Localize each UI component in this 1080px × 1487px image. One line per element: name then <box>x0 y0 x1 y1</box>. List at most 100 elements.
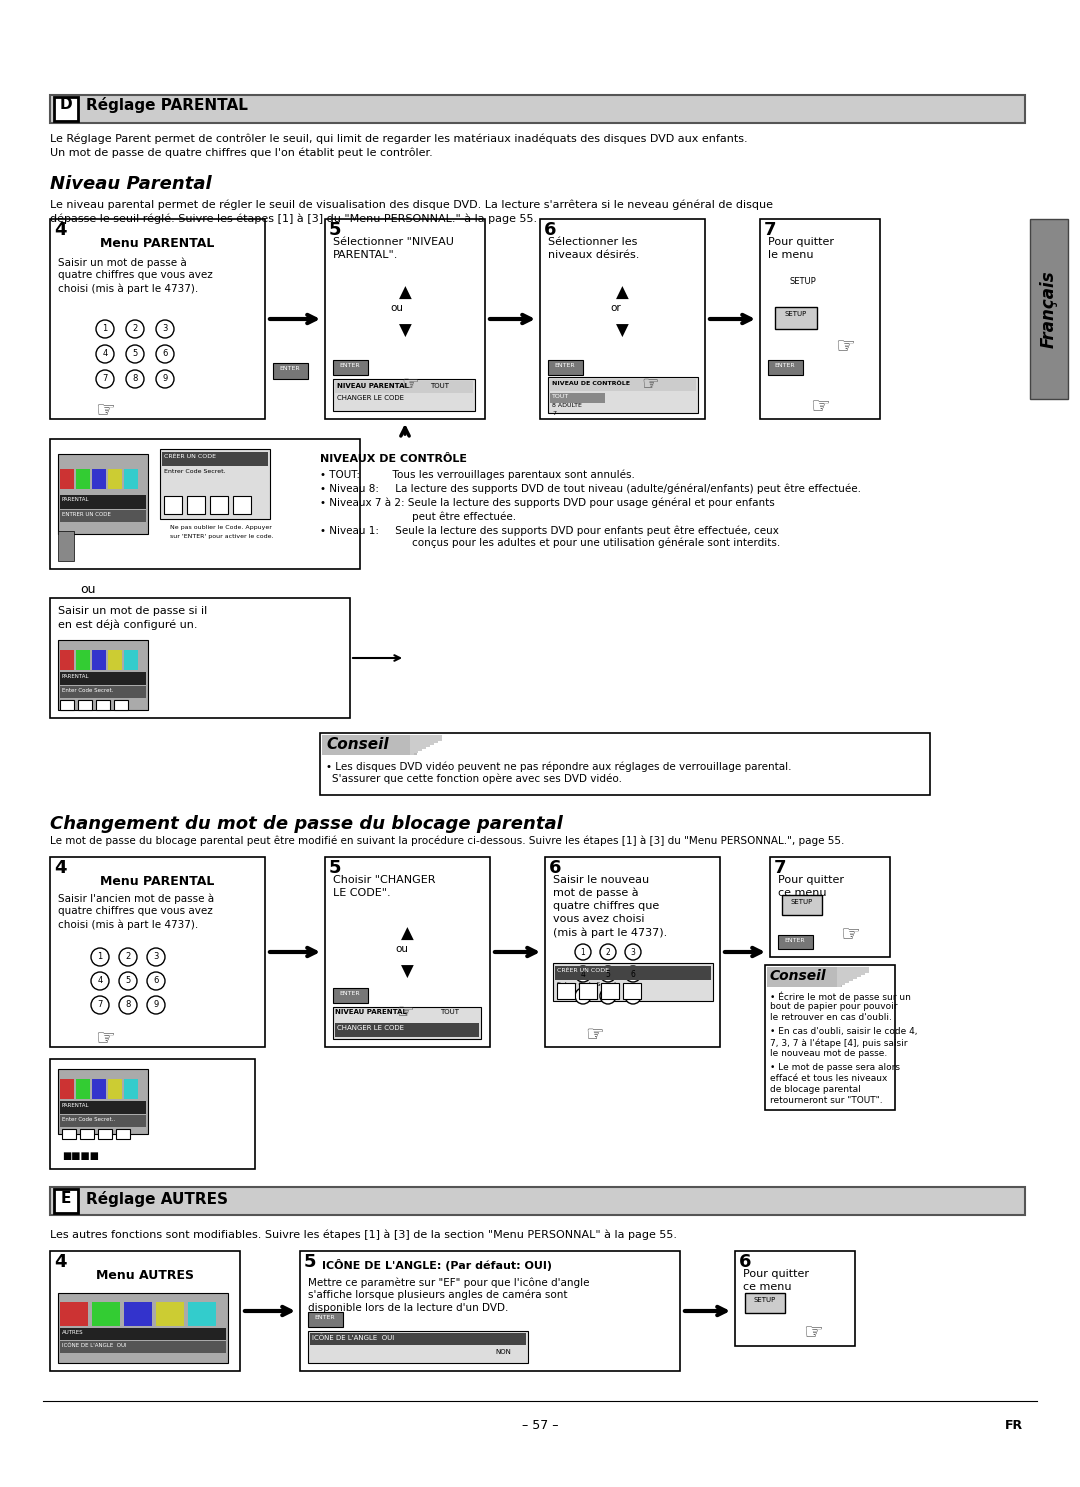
Bar <box>62 1129 76 1139</box>
Bar <box>60 672 146 686</box>
Bar <box>114 700 129 709</box>
Text: • Écrire le mot de passe sur un: • Écrire le mot de passe sur un <box>770 990 910 1002</box>
Bar <box>426 735 430 746</box>
Bar <box>92 468 106 489</box>
Text: Mettre ce paramètre sur "EF" pour que l'icône d'angle: Mettre ce paramètre sur "EF" pour que l'… <box>308 1277 590 1288</box>
Text: choisi (mis à part le 4737).: choisi (mis à part le 4737). <box>58 919 199 929</box>
Circle shape <box>600 987 616 1004</box>
Text: 9: 9 <box>153 999 159 1010</box>
Bar <box>58 454 148 534</box>
Text: TOUT: TOUT <box>440 1010 459 1016</box>
Bar <box>50 1187 1025 1215</box>
Text: quatre chiffres que vous avez: quatre chiffres que vous avez <box>58 271 213 280</box>
Text: 7: 7 <box>97 999 103 1010</box>
Bar <box>160 449 270 519</box>
Bar <box>60 1115 146 1127</box>
Text: 2: 2 <box>125 952 131 961</box>
Text: • En cas d'oubli, saisir le code 4,: • En cas d'oubli, saisir le code 4, <box>770 1028 918 1036</box>
Text: ☞: ☞ <box>810 397 831 416</box>
Bar <box>768 360 804 375</box>
Bar <box>735 1251 855 1346</box>
Text: SETUP: SETUP <box>785 311 807 317</box>
Bar <box>335 1023 480 1036</box>
Bar <box>837 967 841 987</box>
Bar <box>60 700 75 709</box>
Bar <box>322 735 417 755</box>
Bar <box>438 735 442 741</box>
Bar <box>156 1303 184 1326</box>
Text: NIVEAUX DE CONTRÔLE: NIVEAUX DE CONTRÔLE <box>320 454 467 464</box>
Bar <box>550 393 605 403</box>
Bar <box>78 700 92 709</box>
Circle shape <box>96 320 114 338</box>
Text: Enter Code Secret.: Enter Code Secret. <box>62 688 113 693</box>
Text: 6: 6 <box>549 859 562 877</box>
Text: – 57 –: – 57 – <box>522 1419 558 1432</box>
Text: bout de papier pour pouvoir: bout de papier pour pouvoir <box>770 1002 897 1011</box>
Text: 4: 4 <box>54 859 67 877</box>
Text: NIVEAU PARENTAL: NIVEAU PARENTAL <box>335 1010 407 1016</box>
Text: ▼: ▼ <box>401 964 414 981</box>
Text: ☞: ☞ <box>95 401 114 421</box>
Text: ☞: ☞ <box>585 1025 605 1045</box>
Text: 6: 6 <box>153 975 159 984</box>
Circle shape <box>156 320 174 338</box>
Bar <box>333 379 475 410</box>
Text: 7: 7 <box>581 992 585 1001</box>
Bar <box>124 650 138 671</box>
Bar <box>50 598 350 718</box>
Text: ▲: ▲ <box>401 925 414 943</box>
Bar <box>600 983 619 999</box>
Text: ou: ou <box>395 944 408 955</box>
Text: ENTER: ENTER <box>785 938 806 943</box>
Circle shape <box>575 987 591 1004</box>
Bar <box>841 967 845 984</box>
Text: or: or <box>610 303 621 312</box>
Text: 7: 7 <box>103 375 108 384</box>
Bar <box>765 965 895 1109</box>
Bar <box>865 967 869 972</box>
Text: AUTRES: AUTRES <box>62 1329 83 1335</box>
Text: 8: 8 <box>133 375 137 384</box>
Text: en est déjà configuré un.: en est déjà configuré un. <box>58 619 198 629</box>
Bar <box>76 650 90 671</box>
Text: Sélectionner les: Sélectionner les <box>548 236 637 247</box>
Text: peut être effectuée.: peut être effectuée. <box>411 512 516 522</box>
Text: Ne pas oublier le Code. Appuyer: Ne pas oublier le Code. Appuyer <box>170 525 272 529</box>
Bar <box>58 531 75 561</box>
Text: 3: 3 <box>631 949 635 958</box>
Text: Niveau Parental: Niveau Parental <box>50 175 212 193</box>
Text: 8: 8 <box>606 992 610 1001</box>
Text: SETUP: SETUP <box>789 277 816 286</box>
Text: ce menu: ce menu <box>743 1282 792 1292</box>
Bar <box>60 1328 226 1340</box>
Text: mot de passe à: mot de passe à <box>553 888 638 898</box>
Bar <box>60 510 146 522</box>
Text: ☞: ☞ <box>396 1004 414 1022</box>
Text: Pour quitter: Pour quitter <box>743 1268 809 1279</box>
Bar <box>320 733 930 796</box>
Text: • Niveaux 7 à 2: Seule la lecture des supports DVD pour usage général et pour en: • Niveaux 7 à 2: Seule la lecture des su… <box>320 498 774 509</box>
Bar <box>60 1080 75 1099</box>
Text: Entrer Code Secret.: Entrer Code Secret. <box>164 468 226 474</box>
Bar <box>58 1069 148 1135</box>
Circle shape <box>91 949 109 967</box>
Circle shape <box>126 370 144 388</box>
Text: le menu: le menu <box>768 250 813 260</box>
Circle shape <box>119 996 137 1014</box>
Bar <box>333 1007 481 1039</box>
Text: Choisir "CHANGER: Choisir "CHANGER <box>333 874 435 885</box>
Text: 9: 9 <box>631 992 635 1001</box>
Text: retourneront sur "TOUT".: retourneront sur "TOUT". <box>770 1096 882 1105</box>
Text: Pour quitter: Pour quitter <box>768 236 834 247</box>
Bar <box>116 1129 130 1139</box>
Bar <box>98 1129 112 1139</box>
Text: quatre chiffres que: quatre chiffres que <box>553 901 659 912</box>
Bar <box>333 987 368 1004</box>
Text: ☞: ☞ <box>840 925 860 946</box>
Text: NIVEAU PARENTAL: NIVEAU PARENTAL <box>337 384 409 390</box>
Text: Menu PARENTAL: Menu PARENTAL <box>99 236 214 250</box>
Text: 3: 3 <box>153 952 159 961</box>
Circle shape <box>96 345 114 363</box>
Text: Pour quitter: Pour quitter <box>778 874 843 885</box>
